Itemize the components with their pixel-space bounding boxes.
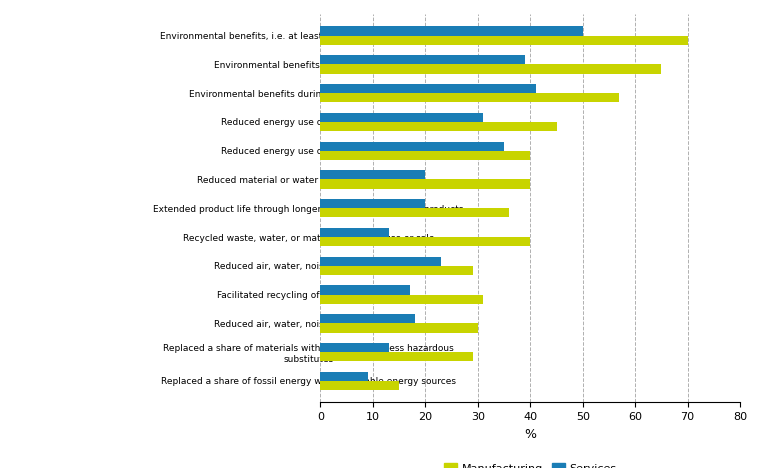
Bar [320, 352, 472, 361]
Bar [320, 237, 530, 246]
Bar [320, 294, 483, 304]
Bar [320, 343, 388, 352]
Bar [320, 26, 583, 36]
Bar [320, 36, 687, 45]
Bar [320, 122, 556, 131]
Bar [320, 314, 415, 323]
Bar [320, 113, 483, 122]
Legend: Manufacturing, Services: Manufacturing, Services [439, 459, 621, 468]
Bar [320, 208, 510, 218]
Bar [320, 228, 388, 237]
Bar [320, 285, 410, 294]
Bar [320, 93, 620, 102]
Bar [320, 170, 426, 180]
Bar [320, 65, 662, 73]
Bar [320, 199, 426, 208]
Bar [320, 266, 472, 275]
Bar [320, 256, 441, 266]
Bar [320, 84, 536, 93]
Bar [320, 372, 368, 381]
Bar [320, 151, 530, 160]
Bar [320, 55, 525, 65]
Bar [320, 381, 399, 390]
Bar [320, 141, 504, 151]
Bar [320, 323, 478, 333]
Bar [320, 180, 530, 189]
X-axis label: %: % [524, 428, 536, 441]
